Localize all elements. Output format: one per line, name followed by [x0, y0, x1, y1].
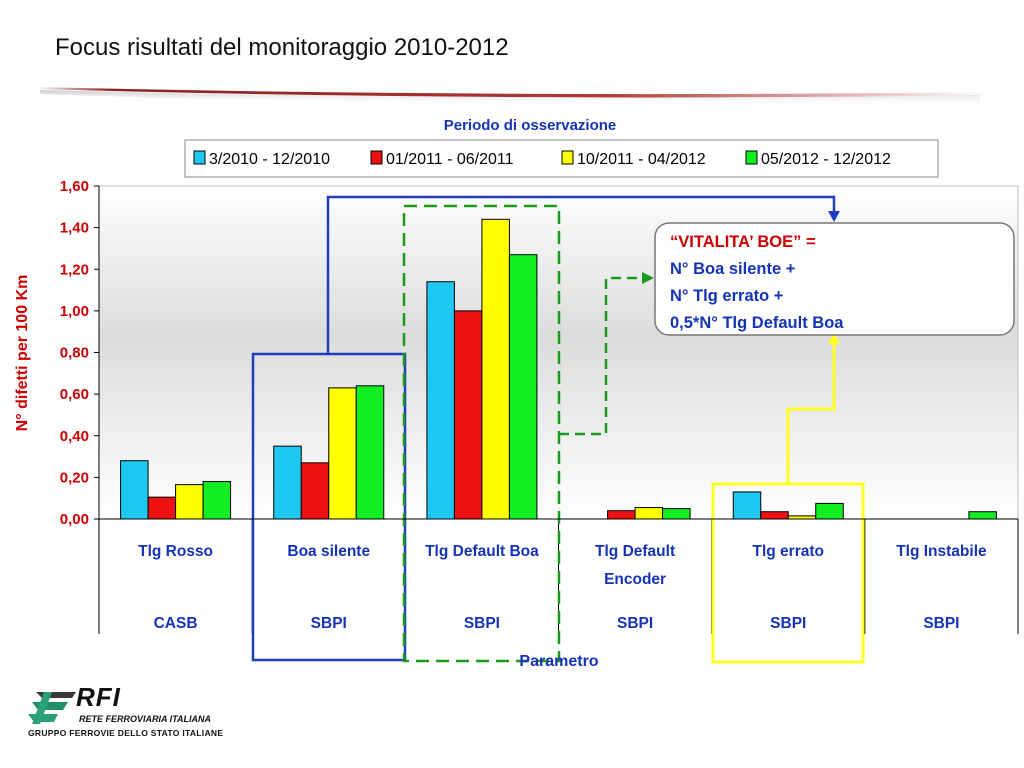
bar	[662, 508, 691, 520]
y-tick-label: 1,60	[60, 178, 89, 195]
bar	[634, 507, 664, 520]
annotation-box: “VITALITA’ BOE” = N° Boa silente + N° Tlg …	[654, 222, 1015, 336]
title-swoosh	[35, 87, 990, 106]
category-label: Tlg Default Boa	[425, 543, 539, 560]
slide-title: Focus risultati del monitoraggio 2010-20…	[55, 34, 509, 61]
bar	[968, 511, 997, 520]
legend-swatch	[193, 150, 206, 165]
bar	[607, 510, 636, 520]
bars	[120, 218, 997, 520]
annotation-line: N° Tlg errato +	[670, 287, 783, 305]
legend-label: 10/2011 - 04/2012	[577, 151, 706, 168]
arrowhead-icon	[642, 272, 654, 284]
y-tick-label: 0,80	[60, 345, 89, 362]
arrowhead-icon	[828, 333, 840, 344]
legend-label: 05/2012 - 12/2012	[761, 151, 891, 168]
bar	[426, 281, 455, 520]
y-tick-label: 0,40	[60, 428, 89, 445]
legend-swatch	[745, 150, 758, 165]
axes: 0,00 0,20 0,40 0,60 0,80 1,00 1,20 1,40 1,60 N° d…	[14, 178, 1018, 670]
bar	[328, 387, 357, 520]
bar	[175, 484, 204, 520]
tlg-errato-connector	[786, 340, 836, 484]
logo-wordmark: RFI	[76, 682, 121, 712]
y-tick-label: 1,00	[60, 303, 89, 320]
category-group-label: CASB	[154, 615, 198, 632]
bar	[202, 481, 232, 520]
category-group-label: SBPI	[311, 615, 347, 632]
category-label: Encoder	[604, 571, 666, 588]
logo-line-1: RETE FERROVIARIA ITALIANA	[79, 714, 211, 724]
bar	[300, 462, 330, 520]
legend-swatch	[370, 150, 383, 165]
bar	[147, 496, 177, 520]
annotation-line: “VITALITA’ BOE” =	[670, 233, 816, 251]
logo-line-2: GRUPPO FERROVIE DELLO STATO ITALIANE	[28, 728, 224, 738]
bar	[815, 502, 844, 520]
annotation-line: N° Boa silente +	[670, 260, 795, 278]
category-label: Tlg Default	[595, 543, 675, 560]
y-tick-label: 1,40	[60, 220, 89, 237]
annotation-frame	[654, 222, 1015, 336]
category-group-label: SBPI	[617, 615, 653, 632]
annotation-line: 0,5*N° Tlg Default Boa	[670, 314, 844, 332]
category-group-label: SBPI	[770, 615, 806, 632]
bar	[453, 310, 483, 520]
category-label: Boa silente	[287, 543, 370, 560]
bar	[355, 385, 385, 520]
bar	[508, 254, 538, 520]
category-group-label: SBPI	[923, 615, 959, 632]
highlight-boxes	[251, 195, 865, 664]
bar	[273, 445, 302, 520]
arrowhead-icon	[828, 211, 840, 222]
legend-label: 01/2011 - 06/2011	[386, 151, 514, 168]
legend: Periodo di osservazione 3/2010 - 12/2010 0…	[184, 117, 939, 178]
boa-silente-connector	[326, 195, 836, 354]
bar	[760, 511, 789, 520]
category-label: Tlg Instabile	[896, 543, 987, 560]
category-label: Tlg errato	[753, 543, 824, 560]
chart-title: Periodo di osservazione	[444, 117, 617, 134]
category-group-label: SBPI	[464, 615, 500, 632]
y-tick-label: 0,00	[60, 511, 89, 528]
bar	[481, 218, 510, 520]
rfi-logo-icon	[28, 692, 76, 724]
bar	[120, 460, 149, 520]
x-axis-title: Parametro	[519, 653, 598, 670]
bar	[732, 491, 762, 520]
y-axis-title: N° difetti per 100 Km	[14, 275, 31, 432]
legend-swatch	[561, 150, 574, 165]
y-tick-label: 1,20	[60, 261, 89, 278]
legend-label: 3/2010 - 12/2010	[209, 151, 330, 168]
category-label: Tlg Rosso	[138, 543, 213, 560]
y-tick-label: 0,20	[60, 469, 89, 486]
tlg-default-boa-connector	[559, 276, 645, 436]
y-tick-label: 0,60	[60, 386, 89, 403]
